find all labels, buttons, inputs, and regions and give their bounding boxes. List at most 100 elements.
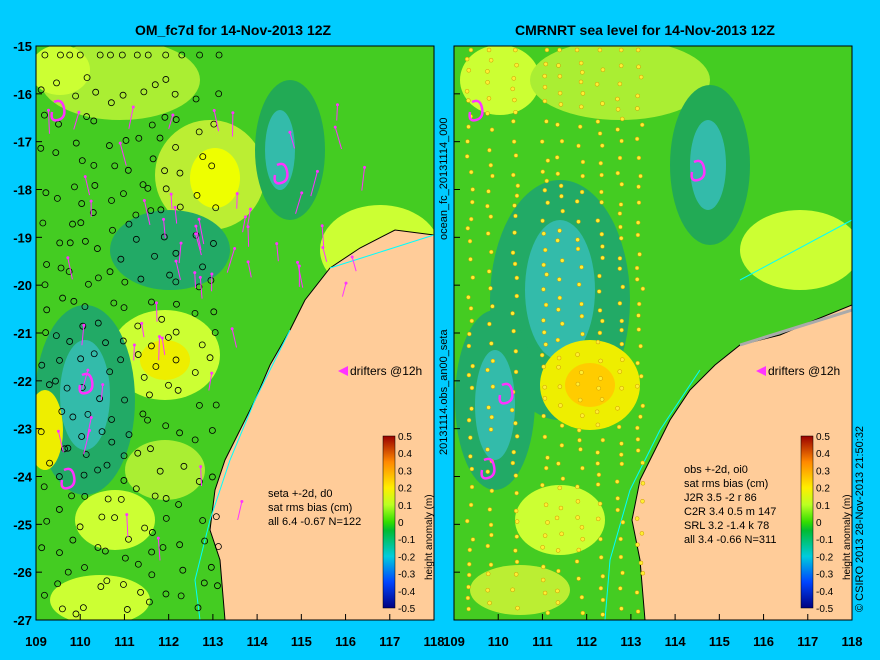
obs-marker — [510, 250, 516, 255]
obs-marker — [579, 313, 585, 319]
obs-marker — [514, 275, 520, 281]
left-map-panel — [36, 46, 434, 620]
drifter-vector — [73, 112, 80, 130]
obs-marker — [173, 300, 180, 308]
obs-marker — [595, 461, 600, 466]
obs-marker — [137, 275, 145, 283]
obs-marker — [465, 595, 471, 601]
obs-marker — [489, 249, 494, 255]
obs-marker — [488, 427, 494, 432]
obs-marker — [40, 483, 48, 491]
obs-marker — [132, 485, 140, 493]
obs-marker — [101, 547, 109, 555]
drifter-head — [89, 199, 93, 203]
drifter-head — [101, 383, 105, 387]
obs-marker — [542, 396, 548, 401]
obs-marker — [545, 158, 551, 163]
obs-marker — [540, 218, 545, 224]
obs-marker — [46, 459, 53, 467]
obs-marker — [599, 397, 605, 402]
obs-marker — [43, 517, 51, 525]
obs-marker — [149, 155, 157, 163]
drifters-legend-right: drifters @12h — [756, 364, 840, 378]
obs-marker — [635, 425, 640, 431]
obs-marker — [72, 139, 80, 147]
obs-marker — [615, 496, 620, 501]
obs-marker — [558, 403, 563, 408]
obs-marker — [90, 350, 98, 358]
obs-marker — [640, 286, 646, 292]
obs-marker — [96, 51, 104, 59]
obs-marker — [600, 244, 605, 249]
obs-marker — [543, 502, 549, 508]
obs-marker — [578, 447, 583, 452]
drifter-head — [198, 275, 202, 279]
lat-tick-label: -23 — [13, 422, 32, 437]
obs-marker — [557, 485, 563, 491]
obs-marker — [615, 96, 620, 102]
anomaly-patch — [265, 110, 295, 190]
obs-marker — [466, 584, 471, 590]
drifter-track — [468, 99, 484, 122]
obs-marker — [577, 437, 582, 443]
drifter-track — [78, 372, 94, 395]
drifter-vector — [195, 226, 202, 251]
obs-marker — [579, 264, 584, 270]
obs-marker — [470, 199, 475, 205]
obs-marker — [54, 580, 62, 588]
drifter-vector — [213, 110, 220, 132]
drifter-vector — [246, 209, 251, 228]
obs-marker — [545, 200, 550, 205]
obs-marker — [52, 149, 60, 156]
obs-marker — [98, 428, 106, 436]
obs-marker — [64, 444, 72, 452]
obs-marker — [212, 204, 220, 212]
obs-marker — [635, 384, 640, 389]
obs-marker — [544, 119, 549, 124]
obs-marker — [579, 301, 584, 307]
obs-marker — [619, 182, 624, 187]
lon-tick-label: 112 — [158, 634, 179, 649]
obs-marker — [468, 306, 474, 311]
obs-marker — [541, 231, 546, 236]
obs-marker — [542, 84, 548, 90]
drifters-legend-left: drifters @12h — [338, 364, 422, 378]
obs-marker — [486, 189, 491, 194]
obs-marker — [614, 479, 620, 484]
obs-marker — [68, 492, 75, 500]
obs-marker — [635, 232, 641, 238]
obs-marker — [597, 308, 603, 313]
obs-marker — [162, 51, 170, 59]
stats-line: SRL 3.2 -1.4 k 78 — [684, 520, 769, 532]
obs-marker — [208, 162, 216, 170]
lon-tick-label: 110 — [488, 634, 509, 649]
obs-marker — [162, 495, 170, 502]
obs-marker — [172, 328, 180, 336]
obs-marker — [90, 161, 98, 169]
drifter-head — [171, 113, 175, 117]
obs-marker — [555, 337, 561, 343]
obs-marker — [469, 385, 475, 391]
obs-marker — [575, 352, 580, 357]
obs-marker — [541, 413, 546, 419]
obs-marker — [55, 506, 63, 513]
obs-marker — [108, 416, 115, 423]
drifter-head — [297, 264, 301, 268]
obs-marker — [165, 333, 172, 341]
obs-marker — [133, 51, 141, 59]
drifter-head — [131, 105, 135, 109]
drifter-head — [248, 207, 252, 211]
obs-marker — [117, 495, 125, 503]
obs-marker — [97, 583, 105, 590]
obs-marker — [207, 563, 215, 571]
obs-marker — [469, 318, 475, 324]
obs-marker — [179, 566, 187, 574]
colorbar-tick-label: -0.5 — [398, 604, 416, 615]
obs-marker — [125, 431, 133, 438]
obs-marker — [579, 104, 584, 110]
obs-marker — [466, 98, 471, 103]
obs-marker — [176, 203, 184, 211]
drifter-head — [363, 165, 367, 169]
obs-marker — [467, 561, 472, 567]
anomaly-patch — [470, 565, 570, 615]
